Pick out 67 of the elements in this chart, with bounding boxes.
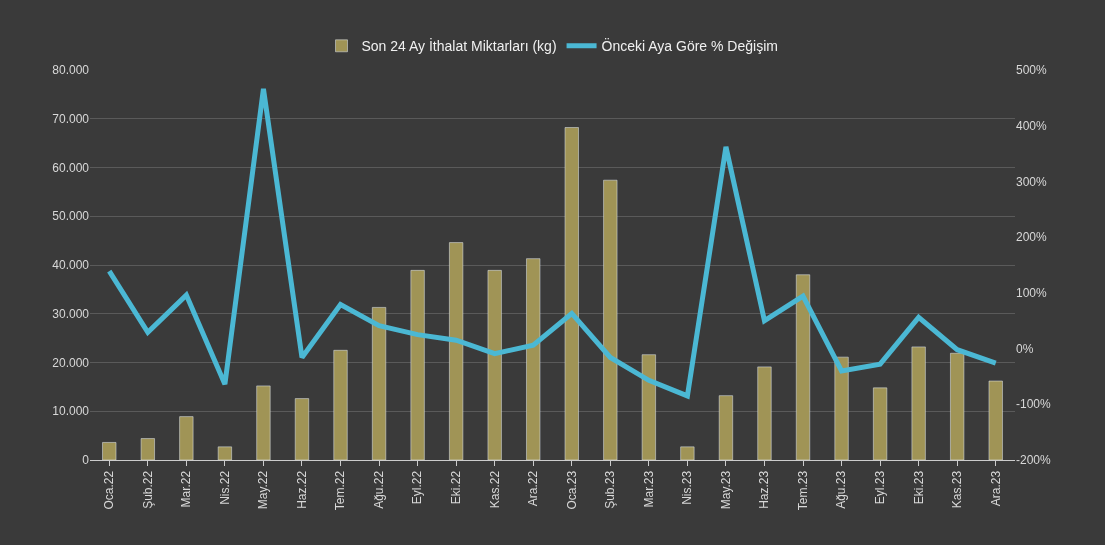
bar <box>294 398 309 460</box>
x-tick-label: May.22 <box>256 470 271 510</box>
x-tick-label: Ağu.22 <box>371 470 386 509</box>
x-tick-label: Şub.23 <box>603 470 618 509</box>
x-tick-label: Eki.23 <box>911 470 926 505</box>
bar <box>140 438 155 460</box>
x-tick-label: Oca.22 <box>102 470 117 510</box>
bar <box>796 274 811 460</box>
x-tick-label: Tem.23 <box>795 470 810 511</box>
bar <box>564 127 579 460</box>
y-tick-label: 80.000 <box>52 63 90 78</box>
legend-label: Son 24 Ay İthalat Miktarları (kg) <box>361 37 557 55</box>
y-tick-label: 0 <box>82 453 90 468</box>
x-tick-label: Eyl.23 <box>873 470 887 505</box>
bar <box>911 346 926 460</box>
legend-label: Önceki Aya Göre % Değişim <box>601 37 778 55</box>
bar <box>256 385 271 460</box>
x-tick-label: Eyl.22 <box>410 470 425 505</box>
x-tick-label: Eki.22 <box>449 470 464 505</box>
x-tick-label: Ara.23 <box>988 470 1003 507</box>
bar <box>372 307 387 460</box>
y2-tick-label: 500% <box>1016 63 1048 78</box>
bar <box>950 352 965 460</box>
bar <box>757 366 772 460</box>
y2-tick-label: 400% <box>1016 118 1048 133</box>
bar <box>487 270 502 460</box>
y-tick-label: 10.000 <box>52 404 90 419</box>
bar <box>333 350 348 460</box>
y2-tick-label: -100% <box>1016 397 1052 412</box>
x-tick-label: May.23 <box>718 470 733 510</box>
bar <box>873 387 888 460</box>
x-tick-label: Ağu.23 <box>834 470 849 509</box>
y-tick-label: 40.000 <box>52 258 90 273</box>
x-tick-label: Mar.23 <box>641 470 656 508</box>
y2-tick-label: 100% <box>1016 286 1048 301</box>
bar <box>834 356 849 460</box>
bar <box>988 380 1003 460</box>
x-tick-label: Haz.22 <box>294 470 309 509</box>
bar <box>102 442 117 460</box>
y2-tick-label: 0% <box>1016 341 1034 356</box>
bar <box>449 242 464 460</box>
y-tick-label: 30.000 <box>52 306 90 321</box>
y-tick-label: 70.000 <box>52 111 90 126</box>
y2-tick-label: -200% <box>1016 453 1052 468</box>
y-tick-label: 60.000 <box>52 160 90 175</box>
x-tick-label: Mar.22 <box>179 470 194 508</box>
y2-tick-label: 300% <box>1016 174 1048 189</box>
x-tick-label: Tem.22 <box>333 470 348 511</box>
y2-tick-label: 200% <box>1016 230 1048 245</box>
x-tick-label: Kas.22 <box>487 470 502 509</box>
bar <box>718 395 733 460</box>
y-tick-label: 20.000 <box>52 355 90 370</box>
bar <box>179 416 194 460</box>
bar <box>603 179 618 460</box>
bar <box>410 270 425 460</box>
x-tick-label: Şub.22 <box>140 470 155 509</box>
x-tick-label: Haz.23 <box>757 470 772 509</box>
x-tick-label: Nis.23 <box>680 470 695 505</box>
x-tick-label: Oca.23 <box>564 470 579 510</box>
x-tick-label: Nis.22 <box>217 470 232 505</box>
bar <box>217 446 232 460</box>
bar <box>641 354 656 460</box>
bar <box>526 258 541 460</box>
x-tick-label: Ara.22 <box>526 470 541 507</box>
x-tick-label: Kas.23 <box>950 470 965 509</box>
bar <box>680 446 695 460</box>
y-tick-label: 50.000 <box>52 209 90 224</box>
